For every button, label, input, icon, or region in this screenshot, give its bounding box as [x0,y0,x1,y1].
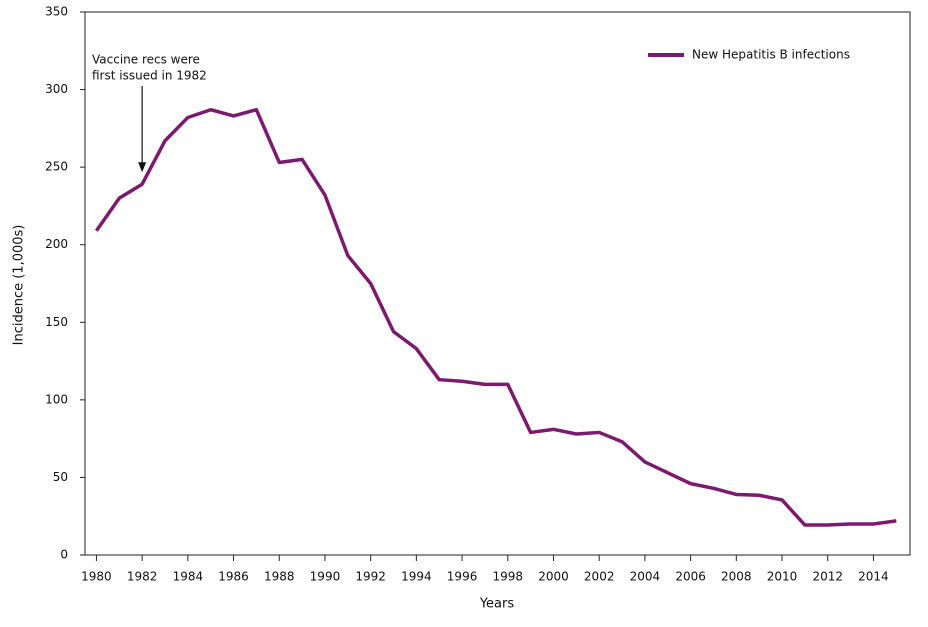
x-tick-label: 2002 [584,570,615,584]
series-line [94,107,897,527]
x-tick-label: 2010 [767,570,798,584]
x-axis-label: Years [479,597,515,612]
y-tick-label: 0 [60,548,68,562]
annotation-line: first issued in 1982 [92,69,207,83]
x-tick-label: 2006 [675,570,706,584]
x-tick-label: 1996 [447,570,478,584]
x-tick-label: 1982 [127,570,158,584]
y-tick-label: 150 [45,315,68,329]
x-tick-label: 2008 [721,570,752,584]
x-tick-label: 1980 [81,570,112,584]
y-tick-label: 200 [45,237,68,251]
y-tick-label: 100 [45,392,68,406]
x-tick-label: 1998 [493,570,524,584]
x-tick-label: 2014 [858,570,889,584]
x-tick-label: 2004 [630,570,661,584]
x-tick-label: 1986 [218,570,249,584]
y-tick-label: 350 [45,5,68,19]
legend-label: New Hepatitis B infections [692,48,850,62]
x-tick-label: 1990 [310,570,341,584]
y-tick-label: 250 [45,160,68,174]
x-tick-label: 1984 [173,570,204,584]
x-tick-label: 2000 [538,570,569,584]
plot-frame [84,11,911,556]
annotation-line: Vaccine recs were [92,53,200,67]
y-tick-label: 300 [45,82,68,96]
y-tick-label: 50 [53,470,68,484]
annotation-arrowhead [138,162,147,173]
x-tick-label: 1988 [264,570,295,584]
y-axis-label: Incidence (1,000s) [12,225,27,346]
x-tick-label: 1994 [401,570,432,584]
x-tick-label: 1992 [355,570,386,584]
x-tick-label: 2012 [812,570,843,584]
